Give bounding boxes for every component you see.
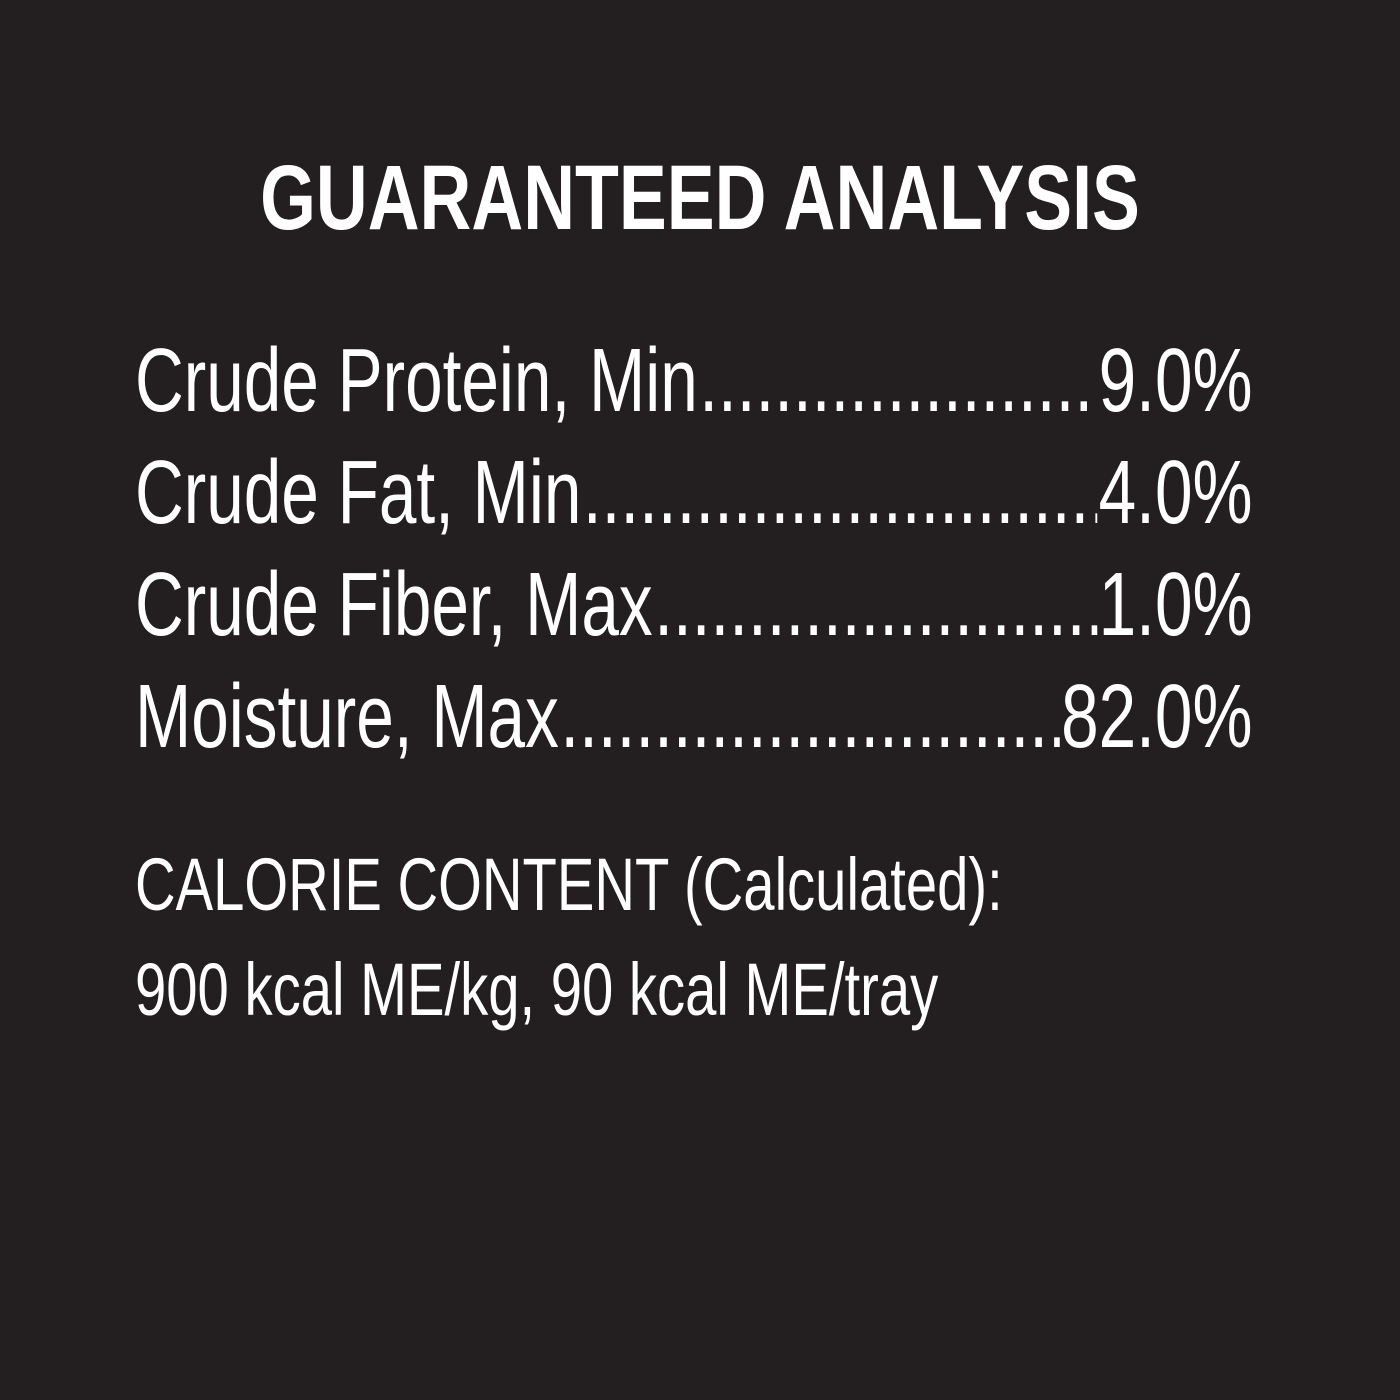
dot-leader: ........................................… xyxy=(560,667,1059,767)
row-value: 9.0% xyxy=(1098,331,1253,431)
row-label: Moisture, Max xyxy=(135,667,559,767)
page-title: GUARANTEED ANALYSIS xyxy=(0,148,1400,248)
calorie-heading: CALORIE CONTENT (Calculated): xyxy=(135,843,1003,926)
analysis-table: Crude Protein, Min .....................… xyxy=(135,325,1253,773)
title-text: GUARANTEED ANALYSIS xyxy=(260,147,1140,249)
analysis-row: Crude Fiber, Max .......................… xyxy=(135,549,1253,661)
analysis-row: Moisture, Max ..........................… xyxy=(135,661,1253,773)
row-value: 4.0% xyxy=(1098,443,1253,543)
analysis-row: Crude Fat, Min .........................… xyxy=(135,437,1253,549)
dot-leader: ........................................… xyxy=(654,555,1098,655)
analysis-row: Crude Protein, Min .....................… xyxy=(135,325,1253,437)
calorie-content: CALORIE CONTENT (Calculated): 900 kcal M… xyxy=(135,832,1123,1042)
dot-leader: ........................................… xyxy=(582,443,1097,543)
row-value: 82.0% xyxy=(1061,667,1253,767)
row-label: Crude Fat, Min xyxy=(135,443,582,543)
row-label: Crude Fiber, Max xyxy=(135,555,653,655)
row-value: 1.0% xyxy=(1098,555,1253,655)
calorie-value: 900 kcal ME/kg, 90 kcal ME/tray xyxy=(135,948,939,1031)
dot-leader: ........................................… xyxy=(699,331,1097,431)
row-label: Crude Protein, Min xyxy=(135,331,698,431)
